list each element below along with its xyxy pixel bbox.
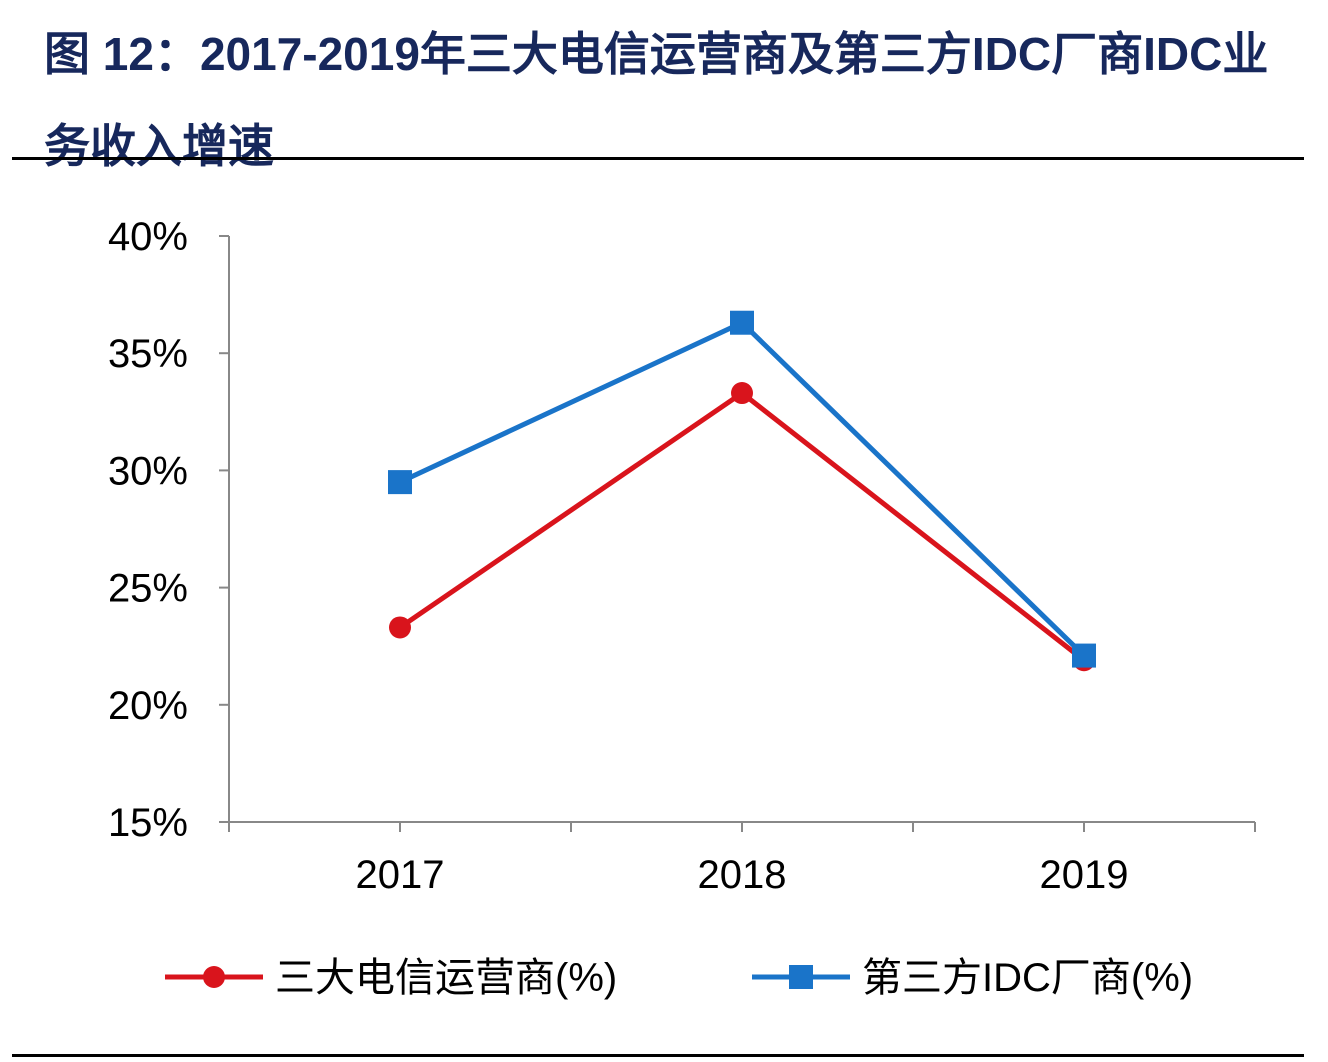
data-point	[389, 616, 411, 639]
y-tick-label: 15%	[108, 801, 188, 845]
x-tick-label: 2017	[356, 853, 445, 897]
y-tick-label: 40%	[108, 215, 188, 259]
chart-title: 图 12：2017-2019年三大电信运营商及第三方IDC厂商IDC业务收入增速	[44, 28, 1269, 172]
top-divider	[12, 157, 1304, 160]
x-tick-label: 2018	[698, 853, 787, 897]
y-tick-label: 35%	[108, 332, 188, 376]
legend-label: 第三方IDC厂商(%)	[862, 956, 1193, 1000]
data-point	[1072, 643, 1096, 668]
legend-marker	[203, 966, 225, 988]
y-tick-label: 20%	[108, 684, 188, 728]
data-point	[388, 470, 412, 495]
x-tick-label: 2019	[1040, 853, 1129, 897]
legend-label: 三大电信运营商(%)	[275, 956, 617, 1000]
legend-marker	[789, 965, 813, 989]
bottom-divider	[12, 1054, 1304, 1057]
data-point	[730, 310, 754, 335]
y-tick-label: 25%	[108, 567, 188, 611]
data-point	[731, 382, 753, 405]
y-tick-label: 30%	[108, 449, 188, 493]
series-line-1	[398, 319, 1086, 658]
